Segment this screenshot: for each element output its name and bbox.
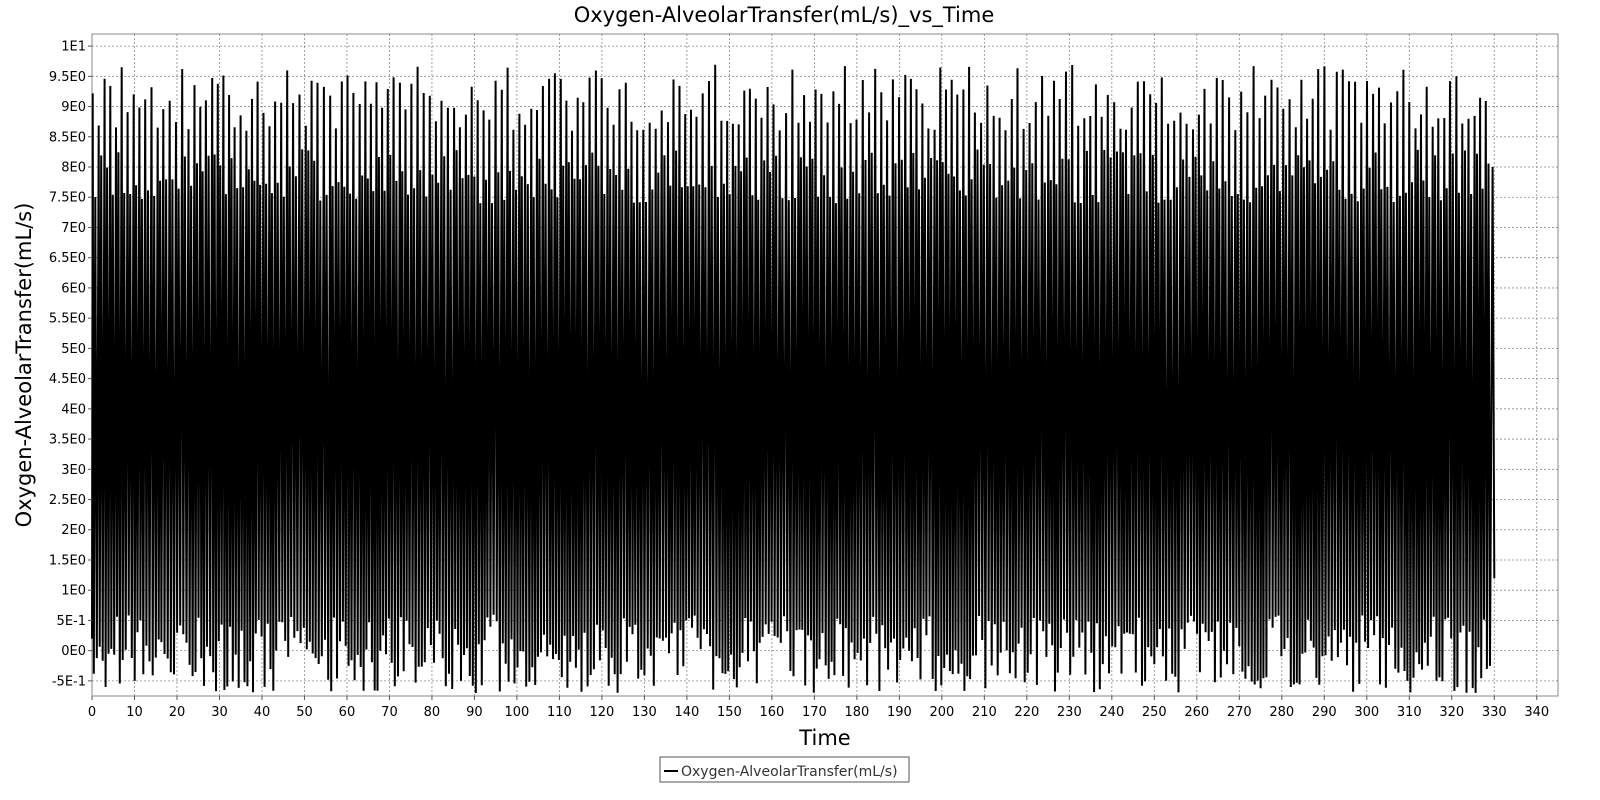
x-tick-label: 120 <box>589 705 614 720</box>
x-tick-label: 0 <box>88 705 96 720</box>
y-tick-label: 3.5E0 <box>49 433 86 448</box>
x-tick-label: 30 <box>211 705 228 720</box>
y-tick-label: 5.5E0 <box>49 312 86 327</box>
y-axis-label: Oxygen-AlveolarTransfer(mL/s) <box>12 203 36 528</box>
x-tick-label: 160 <box>759 705 784 720</box>
x-tick-label: 270 <box>1227 705 1252 720</box>
x-tick-label: 70 <box>381 705 398 720</box>
y-tick-label: 0E0 <box>61 644 86 659</box>
y-tick-label: 9.5E0 <box>49 70 86 85</box>
y-tick-label: 3E0 <box>61 463 86 478</box>
y-tick-label: 6.5E0 <box>49 251 86 266</box>
y-tick-label: 4E0 <box>61 402 86 417</box>
legend-label: Oxygen-AlveolarTransfer(mL/s) <box>681 764 898 780</box>
y-tick-label: -5E-1 <box>52 674 86 689</box>
x-tick-label: 130 <box>632 705 657 720</box>
y-tick-label: 8.5E0 <box>49 130 86 145</box>
x-tick-label: 200 <box>929 705 954 720</box>
x-tick-label: 290 <box>1312 705 1337 720</box>
legend-box <box>659 756 910 783</box>
y-tick-label: 2E0 <box>61 523 86 538</box>
x-tick-label: 320 <box>1439 705 1464 720</box>
y-tick-label: 1E1 <box>61 40 86 55</box>
series-line <box>91 64 1496 694</box>
x-tick-label: 50 <box>296 705 313 720</box>
x-tick-label: 310 <box>1397 705 1422 720</box>
y-tick-label: 1.5E0 <box>49 553 86 568</box>
y-axis-ticks: -5E-1 0E0 5E-1 1E0 1.5E0 2E0 2.5E0 3E0 3.5E0 4E0 4… <box>49 40 92 689</box>
x-tick-label: 240 <box>1099 705 1124 720</box>
x-tick-label: 210 <box>972 705 997 720</box>
x-tick-label: 10 <box>126 705 143 720</box>
x-tick-label: 230 <box>1057 705 1082 720</box>
x-tick-label: 170 <box>802 705 827 720</box>
y-tick-label: 6E0 <box>61 281 86 296</box>
x-tick-label: 100 <box>505 705 530 720</box>
x-tick-label: 20 <box>169 705 186 720</box>
x-axis-label: Time <box>798 726 850 750</box>
y-tick-label: 7E0 <box>61 221 86 236</box>
x-tick-label: 280 <box>1269 705 1294 720</box>
x-tick-label: 110 <box>547 705 572 720</box>
x-tick-label: 340 <box>1524 705 1549 720</box>
legend: Oxygen-AlveolarTransfer(mL/s) <box>659 756 910 783</box>
x-tick-label: 150 <box>717 705 742 720</box>
x-tick-label: 190 <box>887 705 912 720</box>
y-tick-label: 1E0 <box>61 584 86 599</box>
x-axis-ticks: 0 10 20 30 40 50 60 70 80 90 100 110 120 130 140 150 160… <box>88 696 1549 720</box>
y-tick-label: 7.5E0 <box>49 191 86 206</box>
x-tick-label: 140 <box>674 705 699 720</box>
x-tick-label: 80 <box>424 705 441 720</box>
y-tick-label: 5E0 <box>61 342 86 357</box>
x-tick-label: 250 <box>1142 705 1167 720</box>
x-tick-label: 260 <box>1184 705 1209 720</box>
x-tick-label: 60 <box>339 705 356 720</box>
x-tick-label: 90 <box>466 705 483 720</box>
x-tick-label: 330 <box>1482 705 1507 720</box>
x-tick-label: 300 <box>1354 705 1379 720</box>
x-tick-label: 220 <box>1014 705 1039 720</box>
chart-title: Oxygen-AlveolarTransfer(mL/s)_vs_Time <box>574 3 995 28</box>
series-layer <box>91 64 1496 694</box>
x-tick-label: 180 <box>844 705 869 720</box>
y-tick-label: 5E-1 <box>57 614 86 629</box>
y-tick-label: 9E0 <box>61 100 86 115</box>
y-tick-label: 8E0 <box>61 161 86 176</box>
y-tick-label: 4.5E0 <box>49 372 86 387</box>
x-tick-label: 40 <box>254 705 271 720</box>
y-tick-label: 2.5E0 <box>49 493 86 508</box>
